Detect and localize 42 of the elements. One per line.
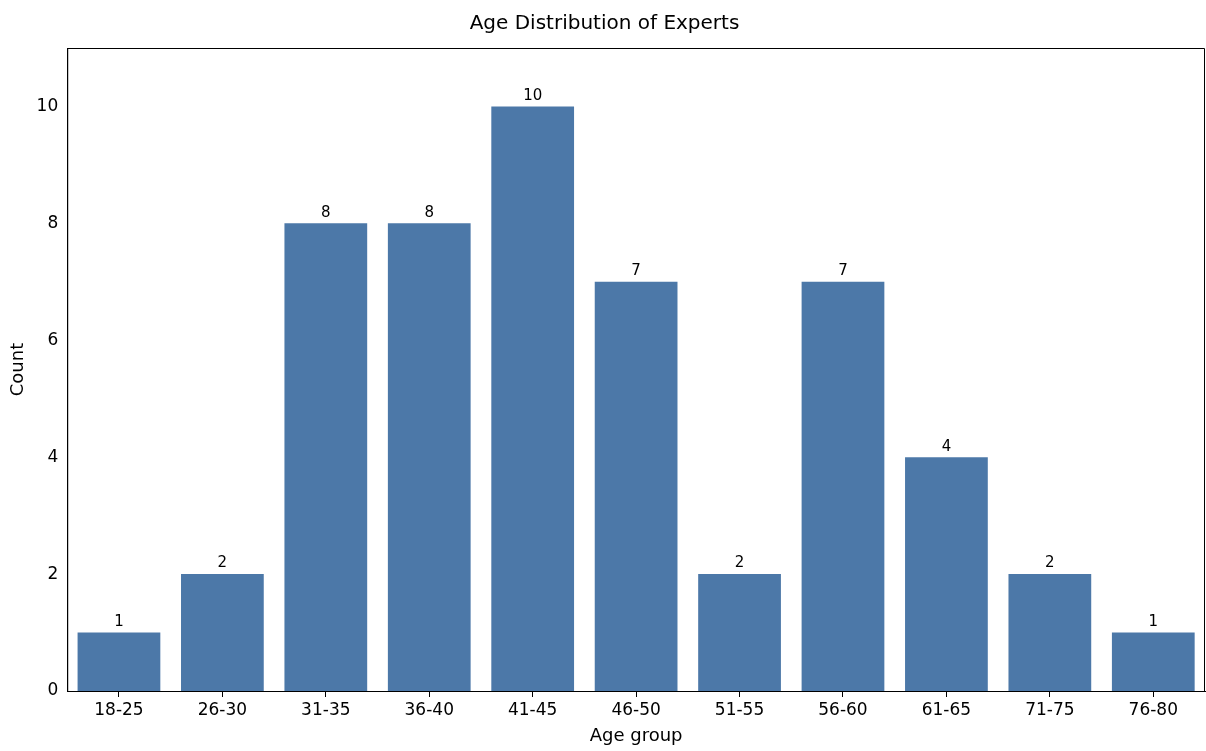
bar [698, 574, 781, 691]
chart-title: Age Distribution of Experts [469, 10, 740, 35]
x-tick-label: 36-40 [404, 698, 454, 719]
data-label: 2 [217, 553, 228, 572]
data-label: 7 [631, 261, 641, 280]
bar [491, 106, 575, 691]
data-label: 10 [523, 85, 543, 104]
data-label: 8 [321, 202, 331, 221]
bar [1111, 632, 1195, 691]
data-label: 7 [838, 261, 848, 280]
x-tick-label: 71-75 [1025, 698, 1075, 719]
y-tick-label: 6 [47, 328, 59, 349]
y-tick-label: 2 [47, 562, 59, 583]
x-tick-label: 31-35 [301, 698, 351, 719]
bar [387, 223, 471, 691]
x-tick-label: 51-55 [714, 698, 765, 719]
data-label: 2 [734, 553, 745, 572]
x-axis-title: Age group [589, 723, 683, 745]
x-tick-label: 76-80 [1128, 698, 1178, 719]
x-tick-label: 41-45 [507, 698, 558, 719]
data-label: 8 [424, 202, 435, 221]
y-tick-label: 0 [47, 679, 59, 700]
data-label: 2 [1045, 553, 1055, 572]
bar [181, 574, 264, 691]
x-tick-label: 56-60 [818, 698, 868, 719]
bar [905, 457, 988, 691]
bar [594, 281, 678, 691]
bar [77, 632, 161, 691]
data-label: 4 [941, 436, 952, 455]
data-label: 1 [114, 611, 124, 630]
y-axis-title: Count [6, 342, 28, 397]
x-tick-label: 26-30 [197, 698, 248, 719]
data-label: 1 [1148, 611, 1159, 630]
y-tick-label: 8 [47, 211, 59, 232]
y-tick-label: 10 [36, 94, 59, 115]
x-tick-label: 61-65 [921, 698, 972, 719]
bar [801, 281, 885, 691]
bar [284, 223, 368, 691]
y-tick-label: 4 [47, 445, 59, 466]
bar [1008, 574, 1092, 691]
x-tick-label: 18-25 [94, 698, 144, 719]
x-tick-label: 46-50 [611, 698, 661, 719]
